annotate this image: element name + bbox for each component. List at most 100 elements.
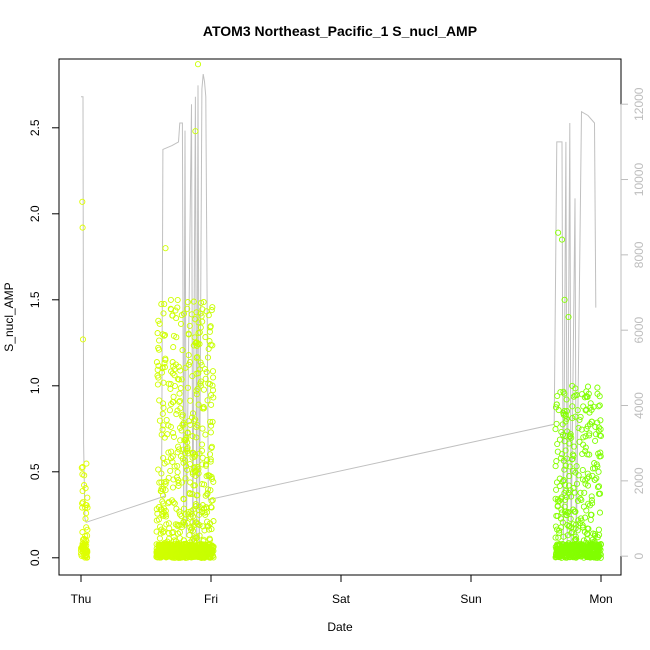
- data-point: [79, 464, 86, 471]
- data-point: [562, 447, 569, 454]
- data-point: [580, 544, 587, 551]
- data-point: [84, 494, 91, 501]
- data-point: [176, 446, 183, 453]
- data-point: [563, 415, 570, 422]
- data-point: [178, 312, 185, 319]
- data-point: [200, 298, 207, 306]
- data-point: [157, 523, 164, 530]
- data-point: [209, 418, 216, 425]
- data-point: [184, 384, 191, 391]
- data-point: [167, 296, 174, 303]
- data-point: [594, 544, 601, 551]
- y-tick-label: 2.5: [28, 119, 42, 136]
- data-point: [160, 553, 167, 560]
- data-point: [78, 464, 85, 471]
- data-point: [563, 396, 570, 403]
- data-point: [160, 422, 167, 429]
- data-point: [572, 413, 579, 420]
- data-point: [79, 198, 86, 205]
- data-point: [155, 374, 162, 381]
- data-point: [170, 433, 177, 440]
- data-point: [558, 506, 565, 513]
- data-point: [552, 404, 560, 411]
- data-point: [190, 417, 197, 425]
- data-point: [176, 535, 183, 542]
- data-point: [190, 465, 197, 472]
- data-point: [188, 414, 196, 421]
- data-point: [202, 462, 210, 469]
- data-point: [555, 229, 562, 236]
- data-point: [186, 359, 194, 366]
- data-point: [179, 421, 186, 428]
- data-point: [176, 397, 184, 404]
- data-point: [161, 331, 169, 339]
- data-point: [208, 444, 215, 451]
- data-point: [210, 374, 217, 381]
- data-point: [554, 503, 561, 510]
- plot-area: [58, 58, 622, 576]
- data-point: [573, 480, 581, 487]
- data-point: [563, 511, 570, 518]
- y-tick-label: 0.0: [28, 549, 42, 566]
- data-point: [154, 551, 161, 558]
- data-point: [199, 318, 206, 325]
- data-point: [558, 451, 566, 458]
- x-tick-label: Mon: [589, 592, 612, 606]
- data-point: [167, 544, 174, 551]
- data-point: [179, 455, 186, 462]
- data-point: [583, 388, 590, 395]
- data-point: [553, 420, 560, 427]
- data-point: [184, 447, 191, 455]
- data-point: [566, 463, 573, 470]
- data-point: [582, 514, 589, 521]
- data-point: [155, 346, 163, 353]
- data-point: [567, 431, 574, 438]
- data-point: [594, 419, 601, 426]
- data-point: [561, 481, 568, 488]
- data-point: [589, 536, 596, 543]
- data-point: [79, 499, 86, 506]
- data-point: [79, 224, 86, 231]
- data-point: [206, 338, 213, 345]
- data-point: [558, 428, 565, 436]
- data-point: [595, 427, 602, 435]
- x-axis-label: Date: [327, 620, 353, 634]
- y2-tick-label: 10000: [632, 163, 646, 197]
- data-point: [593, 475, 600, 482]
- data-point: [169, 370, 176, 377]
- data-point: [83, 510, 90, 517]
- data-point: [199, 461, 206, 468]
- data-point: [84, 526, 91, 533]
- data-point: [167, 467, 174, 474]
- data-point: [569, 415, 576, 422]
- data-point: [576, 438, 583, 445]
- data-point: [184, 466, 191, 473]
- data-point: [193, 309, 200, 316]
- data-point: [160, 310, 167, 317]
- data-point: [170, 529, 177, 536]
- data-point: [572, 546, 580, 553]
- data-point: [79, 336, 87, 343]
- data-point: [555, 553, 562, 560]
- data-point: [552, 426, 559, 433]
- data-point: [160, 404, 167, 411]
- data-point: [207, 418, 214, 425]
- data-point: [583, 425, 590, 432]
- data-point: [574, 527, 581, 534]
- data-point: [180, 518, 187, 525]
- data-point: [203, 543, 210, 550]
- data-point: [206, 328, 213, 335]
- data-point: [203, 308, 210, 315]
- data-point: [189, 433, 196, 440]
- data-point: [187, 421, 194, 428]
- data-point: [563, 408, 571, 415]
- data-point: [201, 481, 208, 488]
- data-point: [196, 450, 203, 457]
- data-point: [204, 523, 211, 530]
- data-point: [156, 337, 163, 344]
- data-point: [570, 521, 577, 528]
- data-point: [192, 128, 199, 135]
- data-point: [159, 400, 167, 407]
- data-point: [178, 427, 185, 434]
